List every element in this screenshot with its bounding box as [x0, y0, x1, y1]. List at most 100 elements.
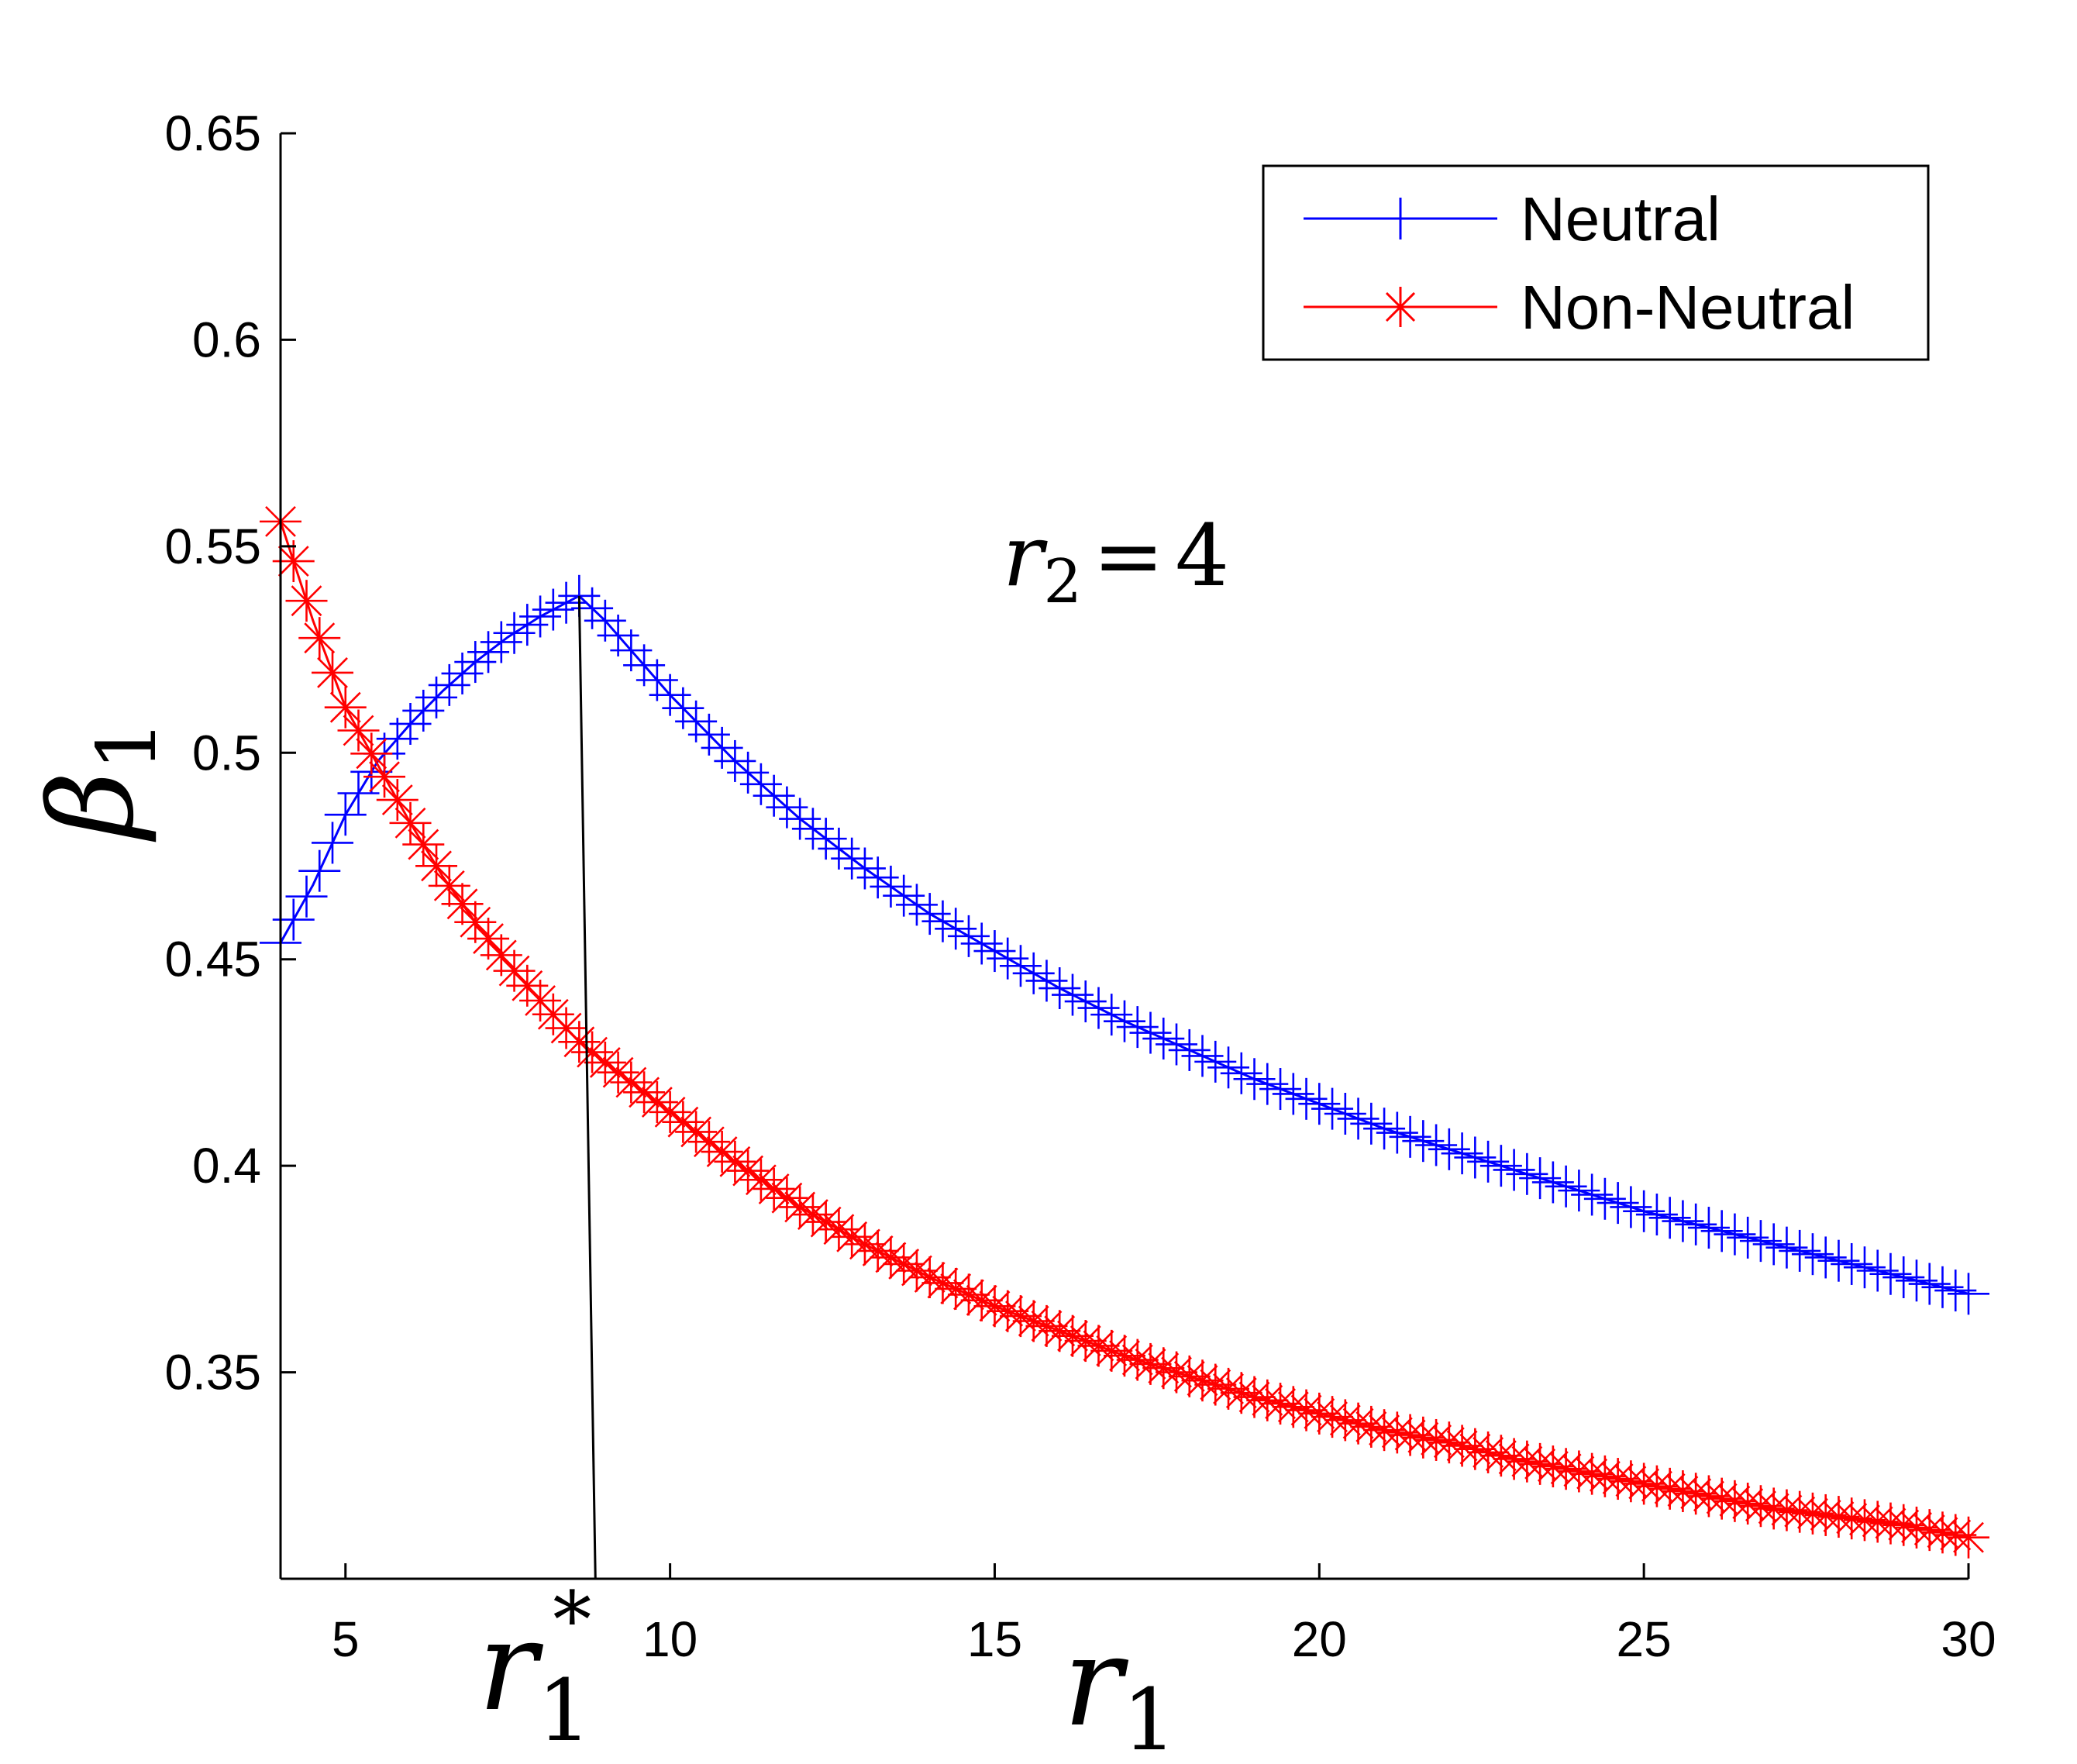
series-markers — [260, 500, 1989, 1559]
data-point — [1285, 1077, 1328, 1120]
data-point — [376, 779, 418, 822]
data-point — [895, 884, 938, 926]
x-tick-label: 25 — [1617, 1611, 1672, 1667]
data-point — [1194, 1363, 1237, 1406]
series-layer — [260, 500, 1989, 1559]
data-point — [1714, 1480, 1756, 1522]
y-tick-label: 0.4 — [192, 1138, 261, 1194]
data-point — [1635, 1194, 1678, 1236]
data-point — [636, 1081, 678, 1124]
data-point — [1233, 1058, 1276, 1101]
x-tick-label: 20 — [1292, 1611, 1347, 1667]
y-tick-label: 0.5 — [192, 725, 261, 780]
data-point — [1739, 1220, 1782, 1263]
data-point — [1415, 1124, 1458, 1166]
data-point — [285, 580, 328, 622]
data-point — [1311, 1087, 1354, 1130]
data-point — [1779, 1229, 1821, 1272]
y-axis-label: β1 — [25, 719, 174, 842]
data-point — [701, 1131, 743, 1173]
data-point — [1571, 1452, 1614, 1495]
data-point — [1558, 1170, 1600, 1212]
data-point — [1895, 1506, 1938, 1549]
data-point — [1363, 1108, 1406, 1150]
data-point — [1259, 1383, 1302, 1425]
y-tick-label: 0.45 — [164, 932, 261, 987]
data-point — [1921, 1266, 1964, 1308]
data-point — [1739, 1485, 1782, 1528]
x-axis-label-base: r — [1063, 1609, 1129, 1754]
y-axis-label-sub: 1 — [80, 719, 174, 771]
legend-entry-non-neutral: Non-Neutral — [1304, 273, 1855, 342]
data-point — [1765, 1226, 1808, 1269]
data-point — [441, 652, 484, 694]
data-point — [870, 865, 912, 908]
data-point — [1104, 1000, 1145, 1042]
data-point — [1181, 1359, 1224, 1402]
data-point — [804, 818, 847, 860]
data-point — [1116, 1339, 1159, 1381]
annotation-sub: 2 — [1043, 547, 1082, 617]
data-point — [1506, 1440, 1548, 1483]
data-point — [558, 1021, 601, 1063]
data-point — [1467, 1431, 1510, 1473]
data-point — [1337, 1097, 1380, 1140]
data-point — [298, 617, 341, 660]
data-point — [571, 1031, 614, 1073]
annotation-r2: r2 = 4 — [1003, 506, 1229, 617]
data-point — [623, 1071, 666, 1114]
data-point — [415, 845, 458, 887]
data-point — [843, 1223, 886, 1266]
data-point — [1428, 1421, 1470, 1464]
legend-box — [1262, 164, 1930, 361]
x-tick-label: 30 — [1941, 1611, 1996, 1667]
r1-star-sup: * — [553, 1575, 591, 1666]
data-point — [1519, 1157, 1562, 1200]
data-point — [727, 1149, 770, 1192]
data-point — [1454, 1428, 1497, 1470]
vertical-line-layer — [577, 595, 597, 1580]
data-point — [1662, 1200, 1704, 1242]
data-point — [337, 772, 380, 815]
data-point — [818, 827, 860, 870]
data-point — [1129, 1011, 1172, 1054]
annotation-equals: = — [1093, 506, 1164, 605]
data-point — [1843, 1246, 1886, 1289]
data-point — [1687, 1207, 1730, 1249]
data-point — [1791, 1233, 1834, 1276]
data-point — [1479, 1435, 1522, 1477]
data-point — [1220, 1372, 1262, 1414]
data-point — [454, 901, 497, 943]
data-point — [454, 641, 497, 684]
data-point — [1298, 1083, 1341, 1125]
data-point — [1727, 1216, 1769, 1259]
data-point — [1648, 1197, 1691, 1239]
annotation-value: 4 — [1175, 506, 1229, 605]
data-point — [1207, 1046, 1250, 1089]
data-point — [1272, 1073, 1314, 1115]
data-point — [1311, 1396, 1354, 1438]
data-point — [1142, 1347, 1185, 1390]
data-point — [1156, 1351, 1198, 1394]
data-point — [1610, 1186, 1652, 1228]
y-tick-label: 0.35 — [164, 1345, 261, 1401]
data-point — [1389, 1115, 1431, 1158]
data-point — [1752, 1223, 1795, 1266]
data-point — [831, 837, 873, 880]
data-point — [766, 1177, 808, 1219]
data-point — [1402, 1120, 1445, 1163]
data-point — [1583, 1455, 1626, 1497]
data-point — [350, 732, 393, 775]
data-point — [1934, 1270, 1977, 1312]
data-point — [870, 1236, 912, 1279]
data-point — [1545, 1165, 1587, 1208]
data-point — [1168, 1355, 1211, 1397]
data-point — [1623, 1190, 1665, 1232]
tick-labels: 5 10 15 20 25 30 0.35 0.4 0.45 0.5 0.55 0.6 0.65 — [164, 105, 1996, 1667]
data-point — [1506, 1152, 1548, 1195]
data-point — [1687, 1475, 1730, 1518]
data-point — [363, 756, 406, 798]
y-axis-label-base: β — [25, 771, 160, 842]
data-point — [1064, 980, 1107, 1023]
data-point — [649, 1090, 691, 1133]
